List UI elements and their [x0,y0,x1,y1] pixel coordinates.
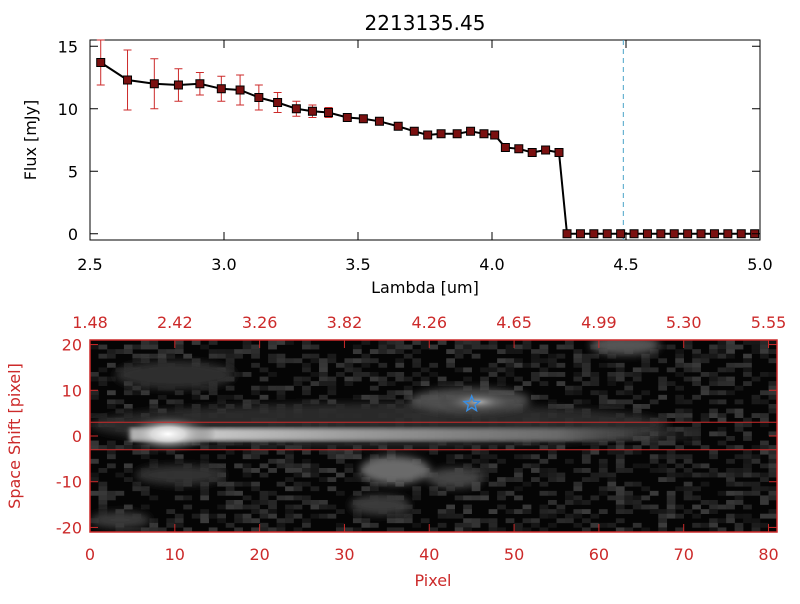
data-point [683,229,693,239]
y-tick-label: 5 [68,162,78,181]
star-marker [462,393,482,413]
data-point [393,121,403,131]
chart-title: 2213135.45 [365,11,486,35]
y-axis-label: Flux [mJy] [21,100,40,181]
data-point [736,229,746,239]
wavelength-tick-label: 4.65 [496,313,532,332]
data-point [235,85,245,95]
data-point [436,129,446,139]
wavelength-tick-label: 3.82 [327,313,363,332]
x-tick-label: 5.0 [747,255,772,274]
data-point [527,148,537,157]
data-point [589,229,599,239]
pixel-tick-label: 70 [674,545,694,564]
space-shift-tick-label: -20 [56,518,82,537]
data-point [195,79,205,89]
data-point [514,144,524,154]
pixel-tick-label: 50 [504,545,524,564]
data-point [273,98,283,107]
x-axis-label: Lambda [um] [371,278,479,297]
wavelength-tick-label: 5.30 [666,313,702,332]
data-point [669,229,679,239]
wavelength-tick-label: 3.26 [242,313,278,332]
pixel-tick-label: 30 [334,545,354,564]
data-point [490,130,500,140]
data-point [96,58,106,67]
data-point [562,229,572,239]
data-point [254,93,264,102]
space-shift-tick-label: -10 [56,473,82,492]
wavelength-tick-label: 4.26 [411,313,447,332]
data-point [423,130,433,140]
pixel-tick-label: 0 [85,545,95,564]
data-point [696,229,706,239]
data-point [616,229,626,239]
space-shift-tick-label: 20 [62,336,82,355]
data-point [123,75,133,85]
spectrum-panel: 2213135.45 2.5 3.0 3.5 4.0 4.5 5.0 0 5 10 15 Lamb… [21,11,773,297]
x-tick-label: 3.0 [211,255,236,274]
data-point [216,84,226,94]
pixel-tick-label: 40 [419,545,439,564]
space-shift-tick-label: 0 [72,427,82,446]
data-point [656,229,666,239]
data-point [324,108,334,117]
data-point [374,116,384,126]
data-point [479,129,489,139]
pixel-tick-label: 10 [165,545,185,564]
data-point [173,80,183,90]
pixel-tick-label: 80 [758,545,778,564]
data-point [602,229,612,239]
wavelength-tick-label: 2.42 [157,313,193,332]
pixel-tick-label: 20 [249,545,269,564]
data-point [307,106,317,116]
x-tick-label: 4.5 [613,255,638,274]
data-point [149,79,159,89]
y-tick-label: 15 [58,37,78,56]
data-point [554,148,564,157]
data-point [409,126,419,136]
wavelength-tick-label: 1.48 [72,313,108,332]
x-tick-label: 4.0 [479,255,504,274]
data-point [541,145,551,155]
x-tick-label: 2.5 [77,255,102,274]
data-point [642,229,652,239]
spectral-image [90,340,777,532]
data-point [342,113,352,122]
data-point [629,229,639,239]
data-point [466,126,476,136]
spectral-image-panel: 0 1.48 10 2.42 20 3.26 30 3.82 40 4.26 50 4.65 60 4.9… [5,313,786,590]
data-point [452,129,462,139]
data-point [291,104,301,114]
x-tick-label: 3.5 [345,255,370,274]
data-point [575,229,585,239]
spectrum-plot-frame [89,39,761,241]
pixel-axis-label: Pixel [414,571,451,590]
data-point [500,143,510,152]
y-tick-label: 0 [68,225,78,244]
data-point [723,229,733,239]
space-shift-tick-label: 10 [62,381,82,400]
data-point [358,114,368,124]
space-shift-axis-label: Space Shift [pixel] [5,363,24,509]
wavelength-tick-label: 5.55 [751,313,787,332]
y-tick-label: 10 [58,100,78,119]
data-point [709,229,719,239]
wavelength-tick-label: 4.99 [581,313,617,332]
pixel-tick-label: 60 [589,545,609,564]
